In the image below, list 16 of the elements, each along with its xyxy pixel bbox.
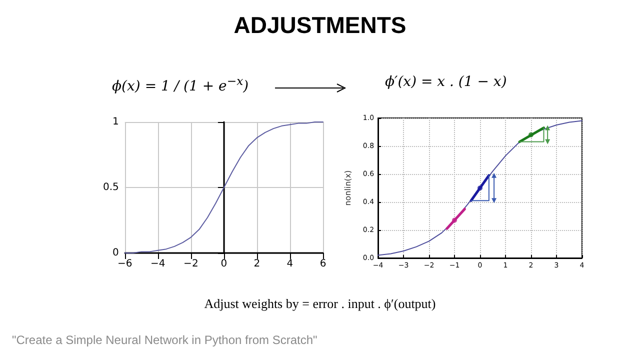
- x-tick-label: −6: [118, 258, 132, 270]
- y-axis-title: nonlin(x): [344, 170, 352, 206]
- y-tick-label: 1: [112, 116, 119, 128]
- text: Adjust weights by = error . input . ϕ′(output): [203, 296, 437, 312]
- chart-title: ADJUSTMENTS: [232, 12, 408, 39]
- x-tick-label: −2: [184, 258, 198, 270]
- x-tick-label: 0: [220, 258, 228, 270]
- x-tick-label: 6: [320, 258, 326, 270]
- text: ϕ′(x) = x . (1 − x): [385, 74, 507, 90]
- y-tick-label: 0: [112, 248, 119, 258]
- x-tick-label: −4: [150, 258, 166, 270]
- x-tick-label: 2: [254, 258, 260, 270]
- text: "Create a Simple Neural Network in Python from Scratch": [12, 333, 318, 347]
- text: ϕ(x) = 1 / (1 + e$^{−x}$): [112, 74, 249, 95]
- x-tick-label: 4: [286, 258, 294, 270]
- y-tick-label: 0.5: [102, 182, 119, 193]
